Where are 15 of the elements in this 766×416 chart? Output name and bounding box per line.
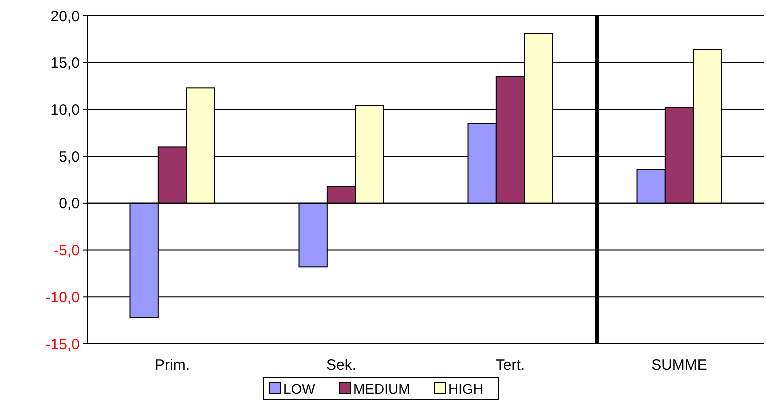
x-tick-label: Tert. — [496, 357, 526, 374]
y-tick-label: 15,0 — [50, 55, 80, 72]
y-tick-label: -15,0 — [46, 336, 80, 354]
x-tick-label: Prim. — [155, 357, 190, 374]
legend-label: MEDIUM — [354, 380, 410, 397]
y-tick-label: 5,0 — [59, 148, 80, 166]
x-tick-label: Sek. — [326, 357, 357, 374]
y-tick-label: -10,0 — [46, 289, 80, 306]
y-tick-label: -5,0 — [54, 242, 80, 260]
legend-label: LOW — [284, 380, 316, 397]
x-tick-label: SUMME — [652, 357, 708, 374]
legend-label: HIGH — [448, 380, 484, 397]
y-tick-label: 20,0 — [50, 8, 80, 26]
y-tick-label: 0,0 — [59, 196, 80, 213]
y-tick-label: 10,0 — [50, 102, 80, 119]
